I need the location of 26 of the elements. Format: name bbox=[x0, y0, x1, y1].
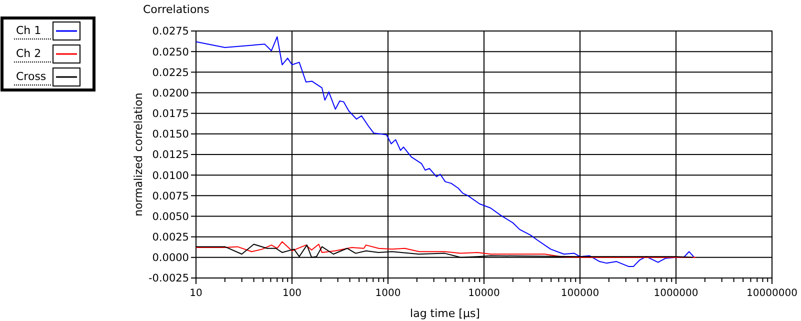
y-tick-label: 0.0000 bbox=[152, 252, 189, 264]
x-tick-label: 100 bbox=[282, 288, 302, 299]
y-tick-label: 0.0150 bbox=[152, 128, 189, 141]
y-tick-label: 0.0200 bbox=[152, 87, 189, 100]
legend-label: Ch 2 bbox=[16, 47, 42, 60]
y-tick-label: -0.0025 bbox=[148, 272, 189, 285]
y-tick-label: 0.0250 bbox=[152, 46, 189, 58]
x-tick-label: 10000 bbox=[468, 288, 500, 299]
y-tick-label: 0.0100 bbox=[152, 170, 189, 182]
y-axis-title: normalized correlation bbox=[132, 92, 145, 216]
x-tick-label: 10 bbox=[190, 288, 202, 299]
legend-label: Cross bbox=[16, 70, 46, 83]
legend-label: Ch 1 bbox=[16, 24, 42, 37]
y-tick-label: 0.0050 bbox=[152, 210, 189, 223]
y-tick-label: 0.0225 bbox=[152, 66, 189, 79]
y-tick-label: 0.0275 bbox=[152, 26, 189, 38]
y-tick-label: 0.0125 bbox=[152, 149, 189, 162]
x-axis-title: lag time [µs] bbox=[410, 307, 480, 320]
y-tick-label: 0.0175 bbox=[152, 108, 189, 120]
x-tick-label: 100000 bbox=[560, 288, 600, 299]
y-tick-label: 0.0075 bbox=[152, 190, 189, 202]
x-tick-label: 1000 bbox=[375, 288, 401, 299]
x-tick-label: 1000000 bbox=[654, 288, 698, 299]
y-tick-label: 0.0025 bbox=[152, 232, 189, 244]
x-tick-label: 10000000 bbox=[746, 288, 798, 299]
chart-title: Correlations bbox=[143, 3, 210, 16]
